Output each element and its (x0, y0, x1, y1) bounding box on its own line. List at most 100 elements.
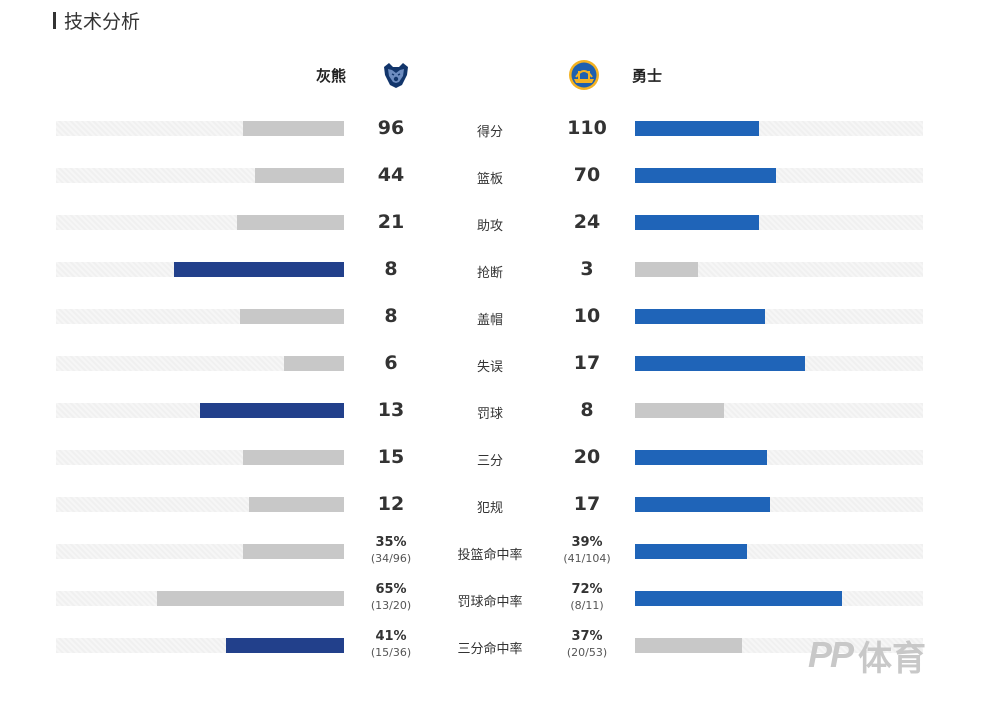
home-stat-number: 44 (377, 164, 405, 186)
away-bar-fill (635, 309, 765, 324)
away-bar-track (635, 638, 923, 653)
away-stat-number: 72% (571, 582, 603, 597)
away-stat-detail: (20/53) (566, 646, 608, 659)
stat-label: 三分命中率 (457, 642, 523, 657)
away-bar-fill (635, 215, 759, 230)
away-stat-value: 70 (547, 164, 627, 186)
away-stat-number: 17 (573, 493, 601, 515)
away-stat-value: 20 (547, 446, 627, 468)
home-stat-value: 65% (13/20) (351, 582, 431, 614)
stat-label: 投篮命中率 (457, 548, 523, 563)
away-stat-number: 17 (573, 352, 601, 374)
stat-row: 44 70 篮板 (0, 160, 988, 192)
away-stat-number: 110 (567, 117, 607, 139)
away-stat-number: 20 (573, 446, 601, 468)
away-bar-fill (635, 591, 842, 606)
home-bar-fill (200, 403, 344, 418)
home-bar-fill (255, 168, 344, 183)
watermark-text: 体育 (858, 639, 927, 678)
home-stat-detail: (13/20) (370, 599, 412, 612)
home-bar-track (56, 450, 344, 465)
away-stat-value: 17 (547, 493, 627, 515)
away-bar-fill (635, 450, 767, 465)
away-stat-value: 39% (41/104) (547, 535, 627, 567)
home-bar-track (56, 403, 344, 418)
home-stat-value: 13 (351, 399, 431, 421)
stat-row: 21 24 助攻 (0, 207, 988, 239)
home-bar-track (56, 591, 344, 606)
away-bar-fill (635, 121, 759, 136)
warriors-logo-icon (569, 60, 599, 90)
stat-row: 13 8 罚球 (0, 395, 988, 427)
stat-label: 抢断 (476, 266, 503, 281)
away-stat-value: 8 (547, 399, 627, 421)
home-stat-number: 15 (377, 446, 405, 468)
away-bar-fill (635, 638, 742, 653)
home-stat-value: 6 (351, 352, 431, 374)
away-stat-detail: (41/104) (563, 552, 611, 565)
home-stat-number: 12 (377, 493, 405, 515)
stat-label: 助攻 (476, 219, 503, 234)
away-bar-track (635, 497, 923, 512)
home-stat-number: 41% (375, 629, 407, 644)
home-bar-track (56, 356, 344, 371)
home-bar-fill (240, 309, 344, 324)
away-bar-fill (635, 356, 805, 371)
stat-label: 罚球 (476, 407, 503, 422)
home-stat-value: 35% (34/96) (351, 535, 431, 567)
away-stat-value: 24 (547, 211, 627, 233)
stat-label: 罚球命中率 (457, 595, 523, 610)
watermark-letters: PP (808, 634, 854, 675)
away-stat-value: 37% (20/53) (547, 629, 627, 661)
away-bar-track (635, 168, 923, 183)
away-stat-number: 10 (573, 305, 601, 327)
home-bar-track (56, 497, 344, 512)
stat-row: 35% (34/96) 39% (41/104) 投篮命中率 (0, 535, 988, 568)
home-stat-number: 8 (384, 258, 398, 280)
home-stat-value: 15 (351, 446, 431, 468)
stat-label: 篮板 (476, 172, 503, 187)
away-bar-track (635, 544, 923, 559)
stat-label: 三分 (476, 454, 503, 469)
stat-label: 失误 (476, 360, 503, 375)
home-bar-fill (243, 450, 344, 465)
away-bar-track (635, 356, 923, 371)
away-stat-number: 37% (571, 629, 603, 644)
section-title: 技术分析 (53, 9, 140, 33)
away-stat-number: 39% (571, 535, 603, 550)
away-stat-number: 70 (573, 164, 601, 186)
away-bar-fill (635, 262, 698, 277)
title-bar-mark (53, 11, 56, 29)
home-bar-track (56, 215, 344, 230)
home-bar-fill (243, 544, 344, 559)
away-bar-track (635, 121, 923, 136)
home-stat-number: 8 (384, 305, 398, 327)
grizzlies-logo-icon (384, 63, 408, 88)
home-bar-fill (243, 121, 344, 136)
home-bar-fill (174, 262, 344, 277)
away-stat-value: 110 (547, 117, 627, 139)
home-bar-track (56, 309, 344, 324)
away-stat-number: 3 (580, 258, 594, 280)
away-bar-track (635, 591, 923, 606)
away-bar-track (635, 403, 923, 418)
away-bar-fill (635, 403, 724, 418)
home-stat-number: 35% (375, 535, 407, 550)
stat-row: 65% (13/20) 72% (8/11) 罚球命中率 (0, 582, 988, 615)
home-stat-number: 65% (375, 582, 407, 597)
home-bar-track (56, 638, 344, 653)
home-stat-value: 21 (351, 211, 431, 233)
stat-row: 41% (15/36) 37% (20/53) 三分命中率 (0, 629, 988, 662)
home-bar-track (56, 168, 344, 183)
home-stat-value: 12 (351, 493, 431, 515)
home-stat-number: 13 (377, 399, 405, 421)
home-bar-track (56, 262, 344, 277)
home-bar-fill (157, 591, 344, 606)
away-stat-number: 8 (580, 399, 594, 421)
home-bar-fill (226, 638, 344, 653)
stat-label: 犯规 (476, 501, 503, 516)
away-bar-fill (635, 544, 747, 559)
stat-row: 12 17 犯规 (0, 489, 988, 521)
home-bar-fill (249, 497, 344, 512)
away-stat-value: 17 (547, 352, 627, 374)
